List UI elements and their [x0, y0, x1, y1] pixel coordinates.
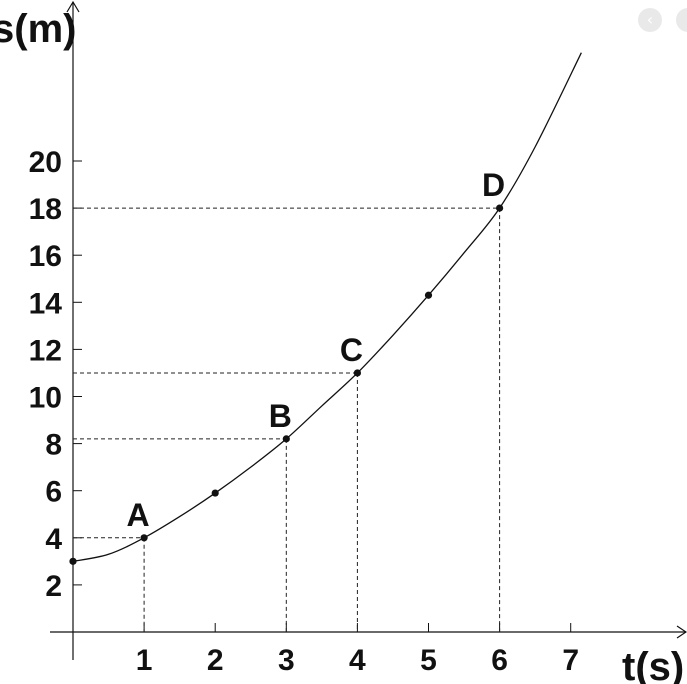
y-axis-arrow — [66, 0, 80, 13]
y-tick-label: 20 — [29, 146, 62, 179]
x-tick-label: 5 — [420, 644, 437, 677]
data-point — [424, 291, 433, 299]
data-point — [353, 369, 361, 377]
y-tick-label: 6 — [45, 476, 62, 509]
labels-layer: A B C D — [127, 167, 506, 533]
guide-lines — [73, 207, 501, 632]
y-intercept-point — [69, 557, 77, 565]
y-axis-title: s(m) — [0, 7, 76, 51]
x-tick-label: 2 — [207, 644, 224, 677]
x-axis-arrow — [676, 625, 687, 639]
data-point — [140, 534, 148, 542]
position-curve — [72, 52, 582, 562]
nav-back-button[interactable]: ‹ — [638, 8, 662, 32]
y-tick-label: 4 — [45, 523, 62, 556]
y-tick-label: 18 — [29, 193, 62, 226]
points-layer — [69, 204, 504, 565]
data-point — [211, 489, 219, 497]
x-tick-label: 4 — [349, 644, 366, 677]
point-label-d: D — [482, 167, 505, 203]
y-tick-label: 10 — [29, 382, 62, 415]
y-tick-label: 12 — [29, 334, 62, 367]
point-label-b: B — [269, 398, 292, 434]
data-point — [496, 204, 504, 212]
x-tick-label: 3 — [278, 644, 295, 677]
y-tick-label: 2 — [45, 570, 62, 603]
y-tick-label: 8 — [45, 429, 62, 462]
curve-layer — [72, 52, 582, 562]
data-point — [282, 435, 290, 443]
x-tick-label: 6 — [491, 644, 508, 677]
y-tick-label: 14 — [29, 287, 63, 320]
x-axis-title: t(s) — [622, 645, 684, 684]
x-tick-label: 1 — [136, 644, 153, 677]
chevron-left-icon: ‹ — [646, 10, 654, 29]
y-tick-label: 16 — [29, 240, 62, 273]
nav-forward-button[interactable] — [676, 8, 687, 32]
point-label-a: A — [127, 497, 150, 533]
x-tick-label: 7 — [562, 644, 579, 677]
point-label-c: C — [340, 332, 363, 368]
